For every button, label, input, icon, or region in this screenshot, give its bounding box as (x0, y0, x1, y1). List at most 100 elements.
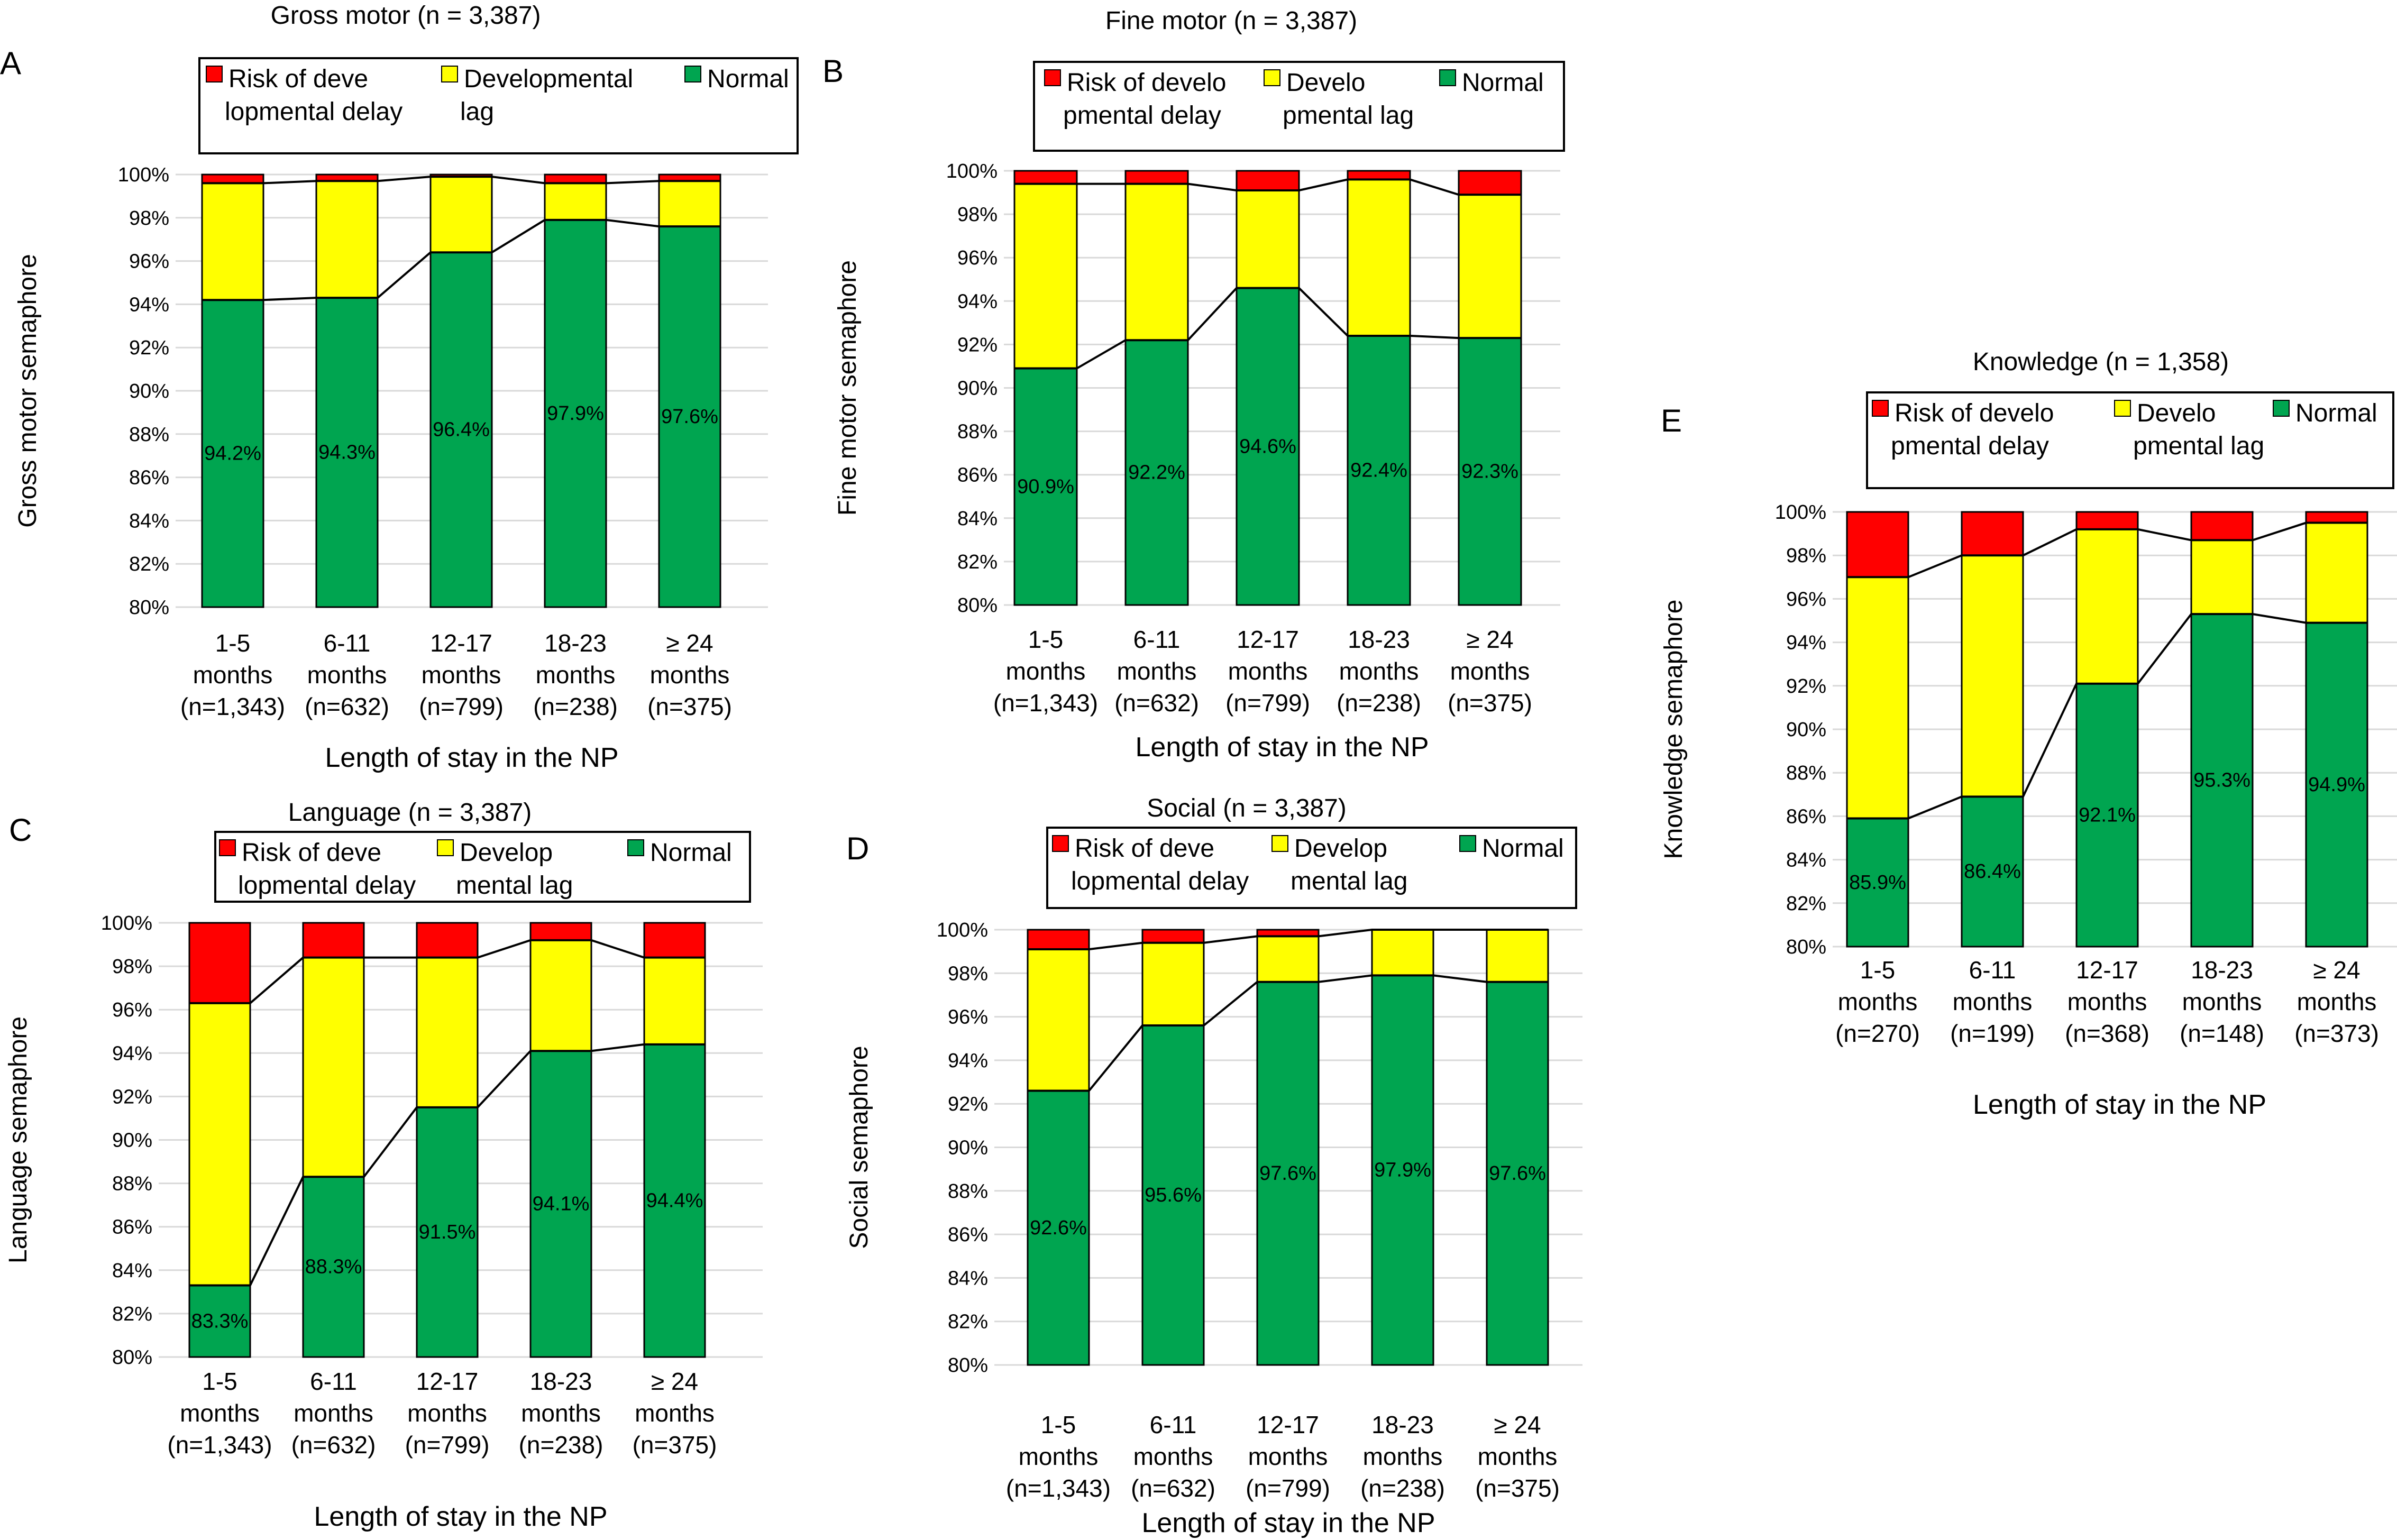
bar-normal (201, 299, 264, 608)
panel-letter: B (822, 53, 844, 89)
series-line-lag (189, 939, 705, 1004)
legend-swatch-lag (2114, 400, 2131, 417)
bar-risk (529, 922, 592, 941)
category-label: 1-5 (1028, 626, 1063, 653)
legend-box (1046, 827, 1577, 909)
category-label: (n=799) (1246, 1474, 1330, 1502)
bar-developmental-lag (1371, 929, 1434, 976)
data-label-normal: 96.4% (433, 419, 490, 441)
panel-letter: A (0, 45, 21, 81)
y-tick-label: 92% (1786, 675, 1826, 698)
category-label: (n=1,343) (1006, 1474, 1111, 1502)
bar-developmental-lag (2075, 528, 2139, 685)
category-label: months (1019, 1443, 1099, 1470)
category-label: months (536, 661, 616, 689)
bar-normal (1846, 818, 1909, 948)
data-label-normal: 97.6% (661, 406, 718, 428)
bar-developmental-lag (1256, 935, 1320, 983)
data-label-normal: 95.6% (1145, 1184, 1202, 1206)
y-tick-label: 84% (129, 510, 169, 532)
category-label: (n=799) (419, 693, 504, 720)
category-label: 1-5 (202, 1368, 237, 1395)
bar-developmental-lag (1347, 178, 1411, 337)
legend-label-risk: Risk of deve (242, 839, 381, 867)
category-label: months (193, 661, 273, 689)
chart-title: Social (n = 3,387) (1147, 794, 1347, 822)
bar-risk (1961, 511, 2024, 556)
legend-swatch-lag (1264, 69, 1280, 86)
bar-developmental-lag (643, 957, 706, 1046)
x-axis-label: Length of stay in the NP (325, 742, 618, 773)
category-label: ≥ 24 (2313, 956, 2360, 984)
chart-title: Gross motor (n = 3,387) (271, 2, 541, 30)
y-tick-label: 94% (1786, 632, 1826, 654)
y-axis-label: Knowledge semaphore (1660, 600, 1688, 859)
y-tick-label: 94% (112, 1042, 152, 1065)
legend-label-risk: Risk of deve (228, 65, 368, 93)
series-line-lag (202, 176, 720, 185)
legend-label-lag: mental lag (456, 872, 573, 900)
y-tick-label: 86% (129, 467, 169, 489)
y-tick-label: 82% (957, 551, 998, 573)
category-label: months (1838, 988, 1918, 1015)
category-label: 12-17 (430, 629, 492, 657)
category-label: (n=368) (2065, 1020, 2149, 1047)
bar-risk (1124, 170, 1189, 185)
y-tick-label: 92% (112, 1086, 152, 1108)
bar-risk (1236, 170, 1300, 191)
category-label: ≥ 24 (651, 1368, 698, 1395)
y-tick-label: 98% (129, 207, 169, 230)
legend-label-risk: Risk of develo (1067, 69, 1226, 97)
bar-risk (1013, 170, 1078, 185)
chart-panel-e: E Knowledge (n = 1,358) Risk of develo pmen… (1660, 348, 2397, 1120)
y-tick-label: 90% (948, 1137, 988, 1159)
data-label-normal: 92.4% (1350, 459, 1407, 481)
category-label: (n=148) (2180, 1020, 2264, 1047)
category-label: months (407, 1399, 487, 1427)
category-label: months (180, 1399, 260, 1427)
y-axis-label: Gross motor semaphore (14, 254, 42, 528)
data-label-normal: 94.6% (1239, 435, 1296, 457)
y-tick-label: 98% (957, 204, 998, 226)
bar-developmental-lag (302, 957, 365, 1178)
y-tick-label: 92% (957, 334, 998, 356)
data-label-normal: 97.6% (1259, 1162, 1316, 1185)
bar-developmental-lag (429, 176, 493, 253)
data-label-normal: 94.9% (2308, 774, 2365, 796)
series-line-lag (1028, 929, 1548, 951)
y-tick-label: 84% (1786, 849, 1826, 872)
data-label-normal: 94.3% (318, 442, 376, 464)
y-axis-label: Social semaphore (845, 1046, 873, 1249)
legend-label-risk: Risk of deve (1075, 835, 1214, 863)
bar-developmental-lag (1236, 189, 1300, 289)
legend-label-normal: Normal (707, 65, 789, 93)
data-label-normal: 95.3% (2193, 769, 2250, 792)
category-label: 6-11 (1150, 1411, 1197, 1438)
category-label: (n=799) (405, 1431, 490, 1459)
bar-risk (1027, 929, 1090, 950)
category-label: 6-11 (324, 629, 371, 657)
legend-swatch-lag (1271, 835, 1288, 852)
category-label: months (1339, 657, 1419, 685)
category-label: 6-11 (310, 1368, 357, 1395)
bar-normal (315, 297, 379, 608)
bar-developmental-lag (2305, 522, 2368, 624)
bar-normal (2305, 622, 2368, 948)
bar-risk (544, 173, 607, 184)
bar-normal (544, 219, 607, 608)
legend-label-lag: Developmental (464, 65, 633, 93)
bar-developmental-lag (1124, 183, 1189, 341)
category-label: (n=199) (1950, 1020, 2035, 1047)
category-label: 18-23 (544, 629, 607, 657)
category-label: months (2182, 988, 2262, 1015)
y-tick-label: 98% (112, 956, 152, 978)
bar-normal (1458, 337, 1522, 606)
category-label: (n=632) (1131, 1474, 1215, 1502)
category-label: (n=632) (305, 693, 389, 720)
category-label: (n=375) (1448, 689, 1532, 717)
legend-box (1033, 61, 1565, 152)
category-label: 1-5 (1041, 1411, 1076, 1438)
category-label: (n=238) (1360, 1474, 1445, 1502)
bar-normal (1027, 1090, 1090, 1366)
category-label: (n=270) (1835, 1020, 1920, 1047)
